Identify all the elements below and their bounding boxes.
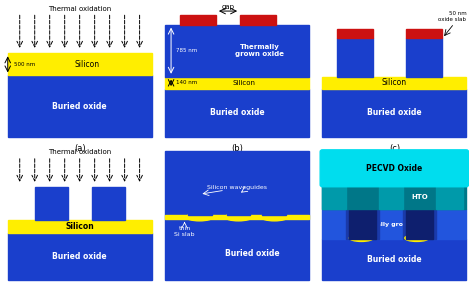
Bar — [180, 15, 216, 25]
Bar — [322, 77, 466, 89]
Bar — [91, 187, 125, 220]
Bar — [349, 187, 376, 239]
Text: Silicon: Silicon — [74, 60, 100, 69]
Bar — [8, 75, 152, 137]
FancyBboxPatch shape — [320, 150, 468, 187]
Bar — [406, 38, 442, 77]
Bar — [406, 187, 433, 239]
Ellipse shape — [186, 213, 213, 221]
Bar — [227, 177, 250, 215]
Text: Buried oxide: Buried oxide — [225, 249, 279, 258]
Text: Thermal oxidation: Thermal oxidation — [48, 149, 111, 155]
Bar — [436, 185, 463, 209]
Bar — [346, 185, 379, 239]
Bar — [322, 185, 466, 209]
Bar — [165, 77, 309, 89]
Text: Silicon: Silicon — [65, 222, 94, 231]
Bar — [403, 185, 436, 239]
Text: Buried oxide: Buried oxide — [52, 102, 107, 111]
Text: Thermally grown oxide: Thermally grown oxide — [354, 222, 435, 227]
Text: 785 nm: 785 nm — [175, 48, 197, 53]
Ellipse shape — [349, 235, 374, 241]
Bar — [322, 185, 346, 209]
Bar — [337, 38, 374, 77]
Bar — [322, 239, 466, 280]
Bar — [165, 25, 309, 77]
Bar — [8, 233, 152, 280]
Text: Thermally
grown oxide: Thermally grown oxide — [235, 44, 284, 57]
Bar — [188, 177, 211, 215]
Ellipse shape — [405, 235, 429, 241]
Text: Silicon waveguides: Silicon waveguides — [207, 185, 267, 190]
Text: Silicon: Silicon — [382, 78, 407, 87]
Text: PECVD Oxide: PECVD Oxide — [366, 164, 422, 173]
Text: (c): (c) — [389, 144, 400, 153]
Text: (b): (b) — [231, 144, 243, 153]
Text: Buried oxide: Buried oxide — [367, 108, 422, 118]
Text: 500 nm: 500 nm — [14, 62, 35, 67]
Bar — [8, 220, 152, 233]
Bar — [406, 29, 442, 38]
Text: gap: gap — [221, 4, 235, 10]
Text: 50 nm
oxide slab: 50 nm oxide slab — [438, 11, 466, 22]
Text: Thermal oxidation: Thermal oxidation — [48, 6, 111, 12]
Text: Silicon: Silicon — [233, 80, 256, 86]
Text: (a): (a) — [74, 144, 85, 153]
Text: Buried oxide: Buried oxide — [52, 252, 107, 261]
Text: Buried oxide: Buried oxide — [210, 108, 264, 118]
Bar — [379, 185, 403, 209]
Bar — [240, 15, 276, 25]
Bar — [35, 187, 68, 220]
Ellipse shape — [261, 213, 288, 221]
Bar — [322, 89, 466, 137]
Bar — [263, 177, 286, 215]
Bar — [337, 29, 374, 38]
Bar — [165, 215, 309, 219]
Bar — [322, 209, 466, 239]
Bar — [165, 89, 309, 137]
Text: 140 nm: 140 nm — [175, 80, 197, 85]
Text: HTO: HTO — [411, 194, 428, 200]
Text: thin
Si slab: thin Si slab — [174, 226, 195, 237]
Text: Buried oxide: Buried oxide — [367, 255, 422, 264]
Ellipse shape — [225, 213, 252, 221]
Bar — [8, 53, 152, 75]
